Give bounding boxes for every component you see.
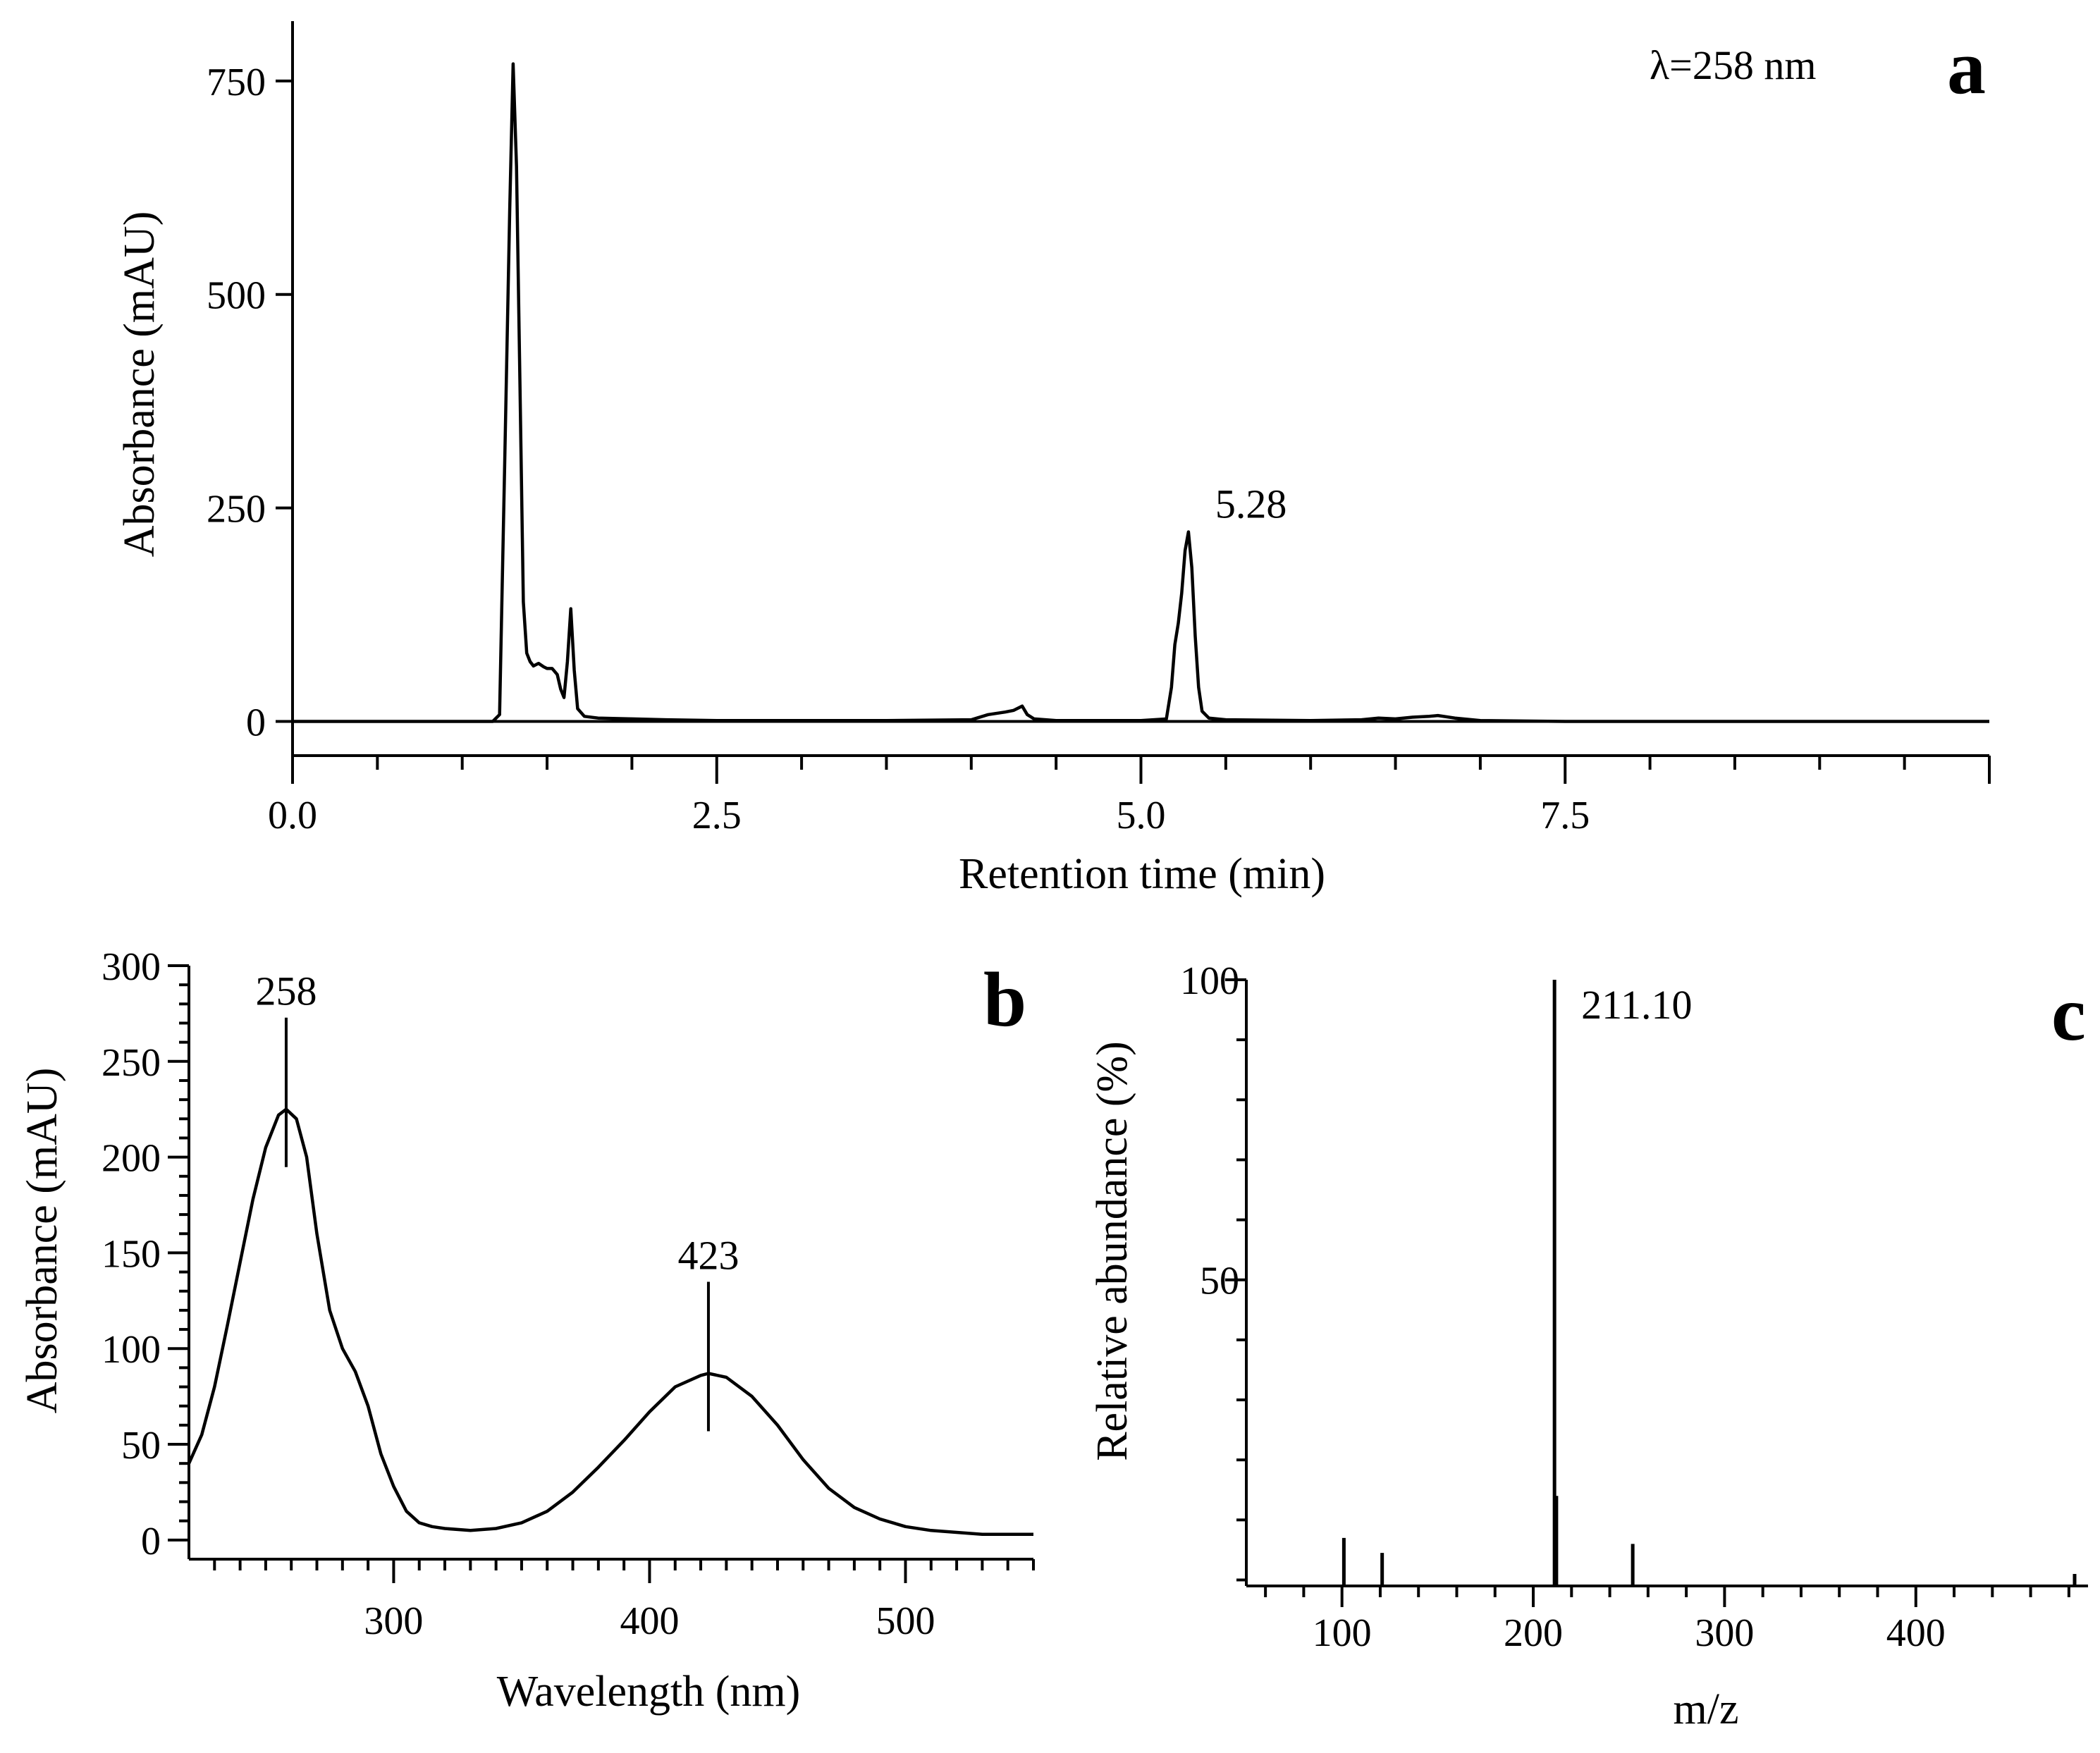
uv-spectrum-y-axis-label: Absorbance (mAU) (18, 1068, 66, 1414)
panel-label-a: a (1947, 24, 1986, 110)
chromatogram-axes (291, 21, 1989, 770)
uv-spectrum-x-axis-label: Wavelength (nm) (497, 1668, 801, 1716)
y-tick-label: 750 (207, 61, 266, 104)
y-tick-label: 50 (121, 1424, 161, 1468)
y-tick-label: 200 (102, 1137, 161, 1181)
x-tick-label: 400 (620, 1599, 679, 1643)
mass-spectrum-panel: 50 100 100 200 300 400 211.10 m/z Relative abu… (1088, 959, 2088, 1733)
y-tick-label: 150 (102, 1232, 161, 1276)
y-tick-label: 500 (207, 274, 266, 318)
x-tick-label: 0.0 (268, 794, 317, 837)
y-tick-label: 250 (207, 488, 266, 531)
x-tick-label: 400 (1886, 1611, 1946, 1655)
y-tick-label: 50 (1200, 1260, 1239, 1303)
chromatogram-panel: 0 250 500 750 0.0 2.5 5.0 7.5 5.28 Retention tim… (116, 21, 1991, 898)
uv-spectrum-axes (188, 966, 1033, 1561)
peak-annotation: 5.28 (1215, 481, 1287, 527)
base-peak-label: 211.10 (1581, 982, 1692, 1028)
y-tick-label: 100 (1180, 959, 1239, 1003)
y-tick-label: 0 (246, 701, 266, 745)
mass-spectrum-y-axis-label: Relative abundance (%) (1088, 1041, 1136, 1461)
mass-spectrum-x-axis-label: m/z (1674, 1685, 1739, 1733)
x-tick-label: 200 (1504, 1611, 1563, 1655)
x-tick-label: 5.0 (1117, 794, 1166, 837)
y-tick-label: 300 (102, 945, 161, 989)
panel-label-c: c (2051, 971, 2086, 1057)
mass-spectrum-peaks (1341, 980, 2077, 1586)
x-tick-label: 300 (364, 1599, 423, 1643)
peak-label: 258 (255, 968, 317, 1014)
mass-spectrum-axes (1245, 980, 2088, 1587)
x-tick-label: 500 (876, 1599, 935, 1643)
x-tick-label: 100 (1313, 1611, 1372, 1655)
chromatogram-trace (293, 62, 1989, 723)
uv-spectrum-trace (187, 1107, 1033, 1536)
chromatogram-ticks: 0 250 500 750 0.0 2.5 5.0 7.5 5.28 (207, 61, 1991, 837)
chromatogram-y-axis-label: Absorbance (mAU) (116, 211, 164, 558)
x-tick-label: 2.5 (692, 794, 742, 837)
uv-spectrum-panel: 0 50 100 150 200 250 300 300 400 500 258 423 Wavele… (18, 945, 1035, 1716)
y-tick-label: 250 (102, 1041, 161, 1085)
y-tick-label: 0 (141, 1520, 161, 1563)
x-tick-label: 300 (1695, 1611, 1754, 1655)
wavelength-label: λ=258 nm (1650, 42, 1816, 88)
peak-label: 423 (677, 1233, 739, 1279)
x-tick-label: 7.5 (1540, 794, 1590, 837)
chromatogram-x-axis-label: Retention time (min) (959, 850, 1325, 898)
y-tick-label: 100 (102, 1328, 161, 1372)
uv-spectrum-ticks: 0 50 100 150 200 250 300 300 400 500 258 423 (102, 945, 1035, 1643)
mass-spectrum-ticks: 50 100 100 200 300 400 211.10 (1180, 959, 2070, 1655)
panel-label-b: b (983, 957, 1026, 1042)
